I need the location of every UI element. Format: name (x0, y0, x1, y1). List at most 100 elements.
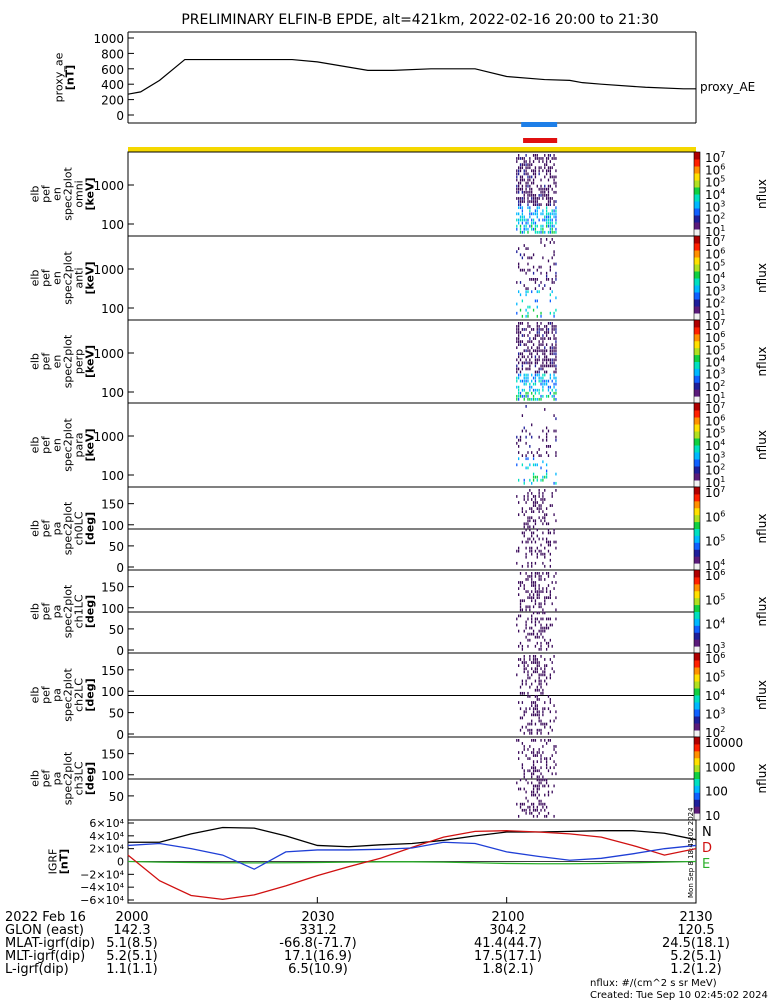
pa_ch2-pixel (544, 658, 546, 661)
pa_ch3-pixel (523, 802, 525, 806)
en_omni-pixel (555, 181, 557, 185)
pa_ch0-pixel (536, 555, 538, 559)
pa_ch1-pixel (519, 572, 522, 575)
en_perp-pixel (555, 364, 557, 368)
pa_ch2-pixel (542, 710, 544, 714)
en_omni-pixel (549, 154, 552, 157)
en_omni-pixel (555, 230, 557, 234)
en_anti-ylabel-line: [keV] (84, 261, 97, 294)
en_perp-pixel (532, 397, 535, 401)
pa_ch0-pixel (553, 531, 555, 535)
en_omni-pixel (536, 154, 538, 157)
pa_ch1-pixel (525, 605, 527, 609)
en_perp-pixel (523, 349, 525, 353)
en_perp-pixel (516, 394, 518, 398)
en_perp-pixel (529, 361, 531, 365)
en_omni-pixel (527, 200, 529, 203)
en_omni-pixel (523, 224, 525, 228)
pa_ch3-pixel (531, 793, 533, 797)
pa_ch1-pixel (540, 617, 542, 621)
igrf-ytick-label: 6×10⁴ (89, 817, 124, 830)
en_anti-pixel (527, 314, 529, 318)
en_omni-pixel (531, 194, 533, 197)
pa_ch3-pixel (521, 802, 524, 806)
pa_ch3-pixel (536, 775, 538, 779)
en_anti-pixel (521, 299, 524, 303)
pa_ch2-pixel (538, 661, 540, 664)
en_perp-pixel (516, 325, 518, 328)
pa_ch1-pixel (545, 587, 548, 590)
en_omni-colorbar-exponent: 5 (720, 175, 725, 184)
en_omni-pixel (521, 184, 524, 188)
en_perp-pixel (544, 355, 546, 359)
pa_ch3-pixel (555, 763, 557, 767)
en_perp-pixel (517, 367, 520, 371)
pa_ch3-ytick-label: 150 (101, 748, 124, 762)
pa_ch0-pixel (547, 531, 550, 535)
en_omni-pixel (536, 184, 538, 188)
pa_ch0-pixel (521, 531, 524, 535)
en_perp-pixel (553, 337, 555, 340)
pa_ch2-pixel (549, 701, 552, 704)
pa_ch3-pixel (523, 745, 525, 748)
en_omni-pixel (531, 227, 533, 231)
en_perp-pixel (519, 391, 522, 395)
en_anti-pixel (545, 271, 548, 275)
en_para-pixel (532, 454, 535, 457)
footer-row-value: 6.5(10.9) (288, 962, 348, 977)
pa_ch2-pixel (525, 725, 527, 729)
pa_ch0-colorbar-segment (694, 500, 700, 509)
pa_ch0-pixel (544, 552, 546, 556)
pa_ch3-ylabel-line: pa (51, 772, 64, 786)
pa_ch0-pixel (542, 537, 544, 541)
en_omni-pixel (532, 160, 535, 163)
pa_ch1-pixel (532, 629, 535, 633)
pa_ch1-pixel (531, 578, 533, 581)
pa_ch1-pixel (544, 611, 546, 615)
pa_ch3-pixel (540, 781, 542, 785)
pa_ch2-pixel (523, 655, 525, 658)
pa_ch1-ytick-label: 150 (101, 581, 124, 595)
pa_ch0-pixel (523, 525, 525, 529)
en_perp-pixel (529, 352, 531, 356)
pa_ch2-colorbar-label: nflux (755, 680, 769, 710)
en_omni-pixel (544, 230, 546, 234)
en_omni-pixel (523, 230, 525, 234)
pa_ch1-pixel (517, 614, 520, 618)
en_omni-pixel (549, 221, 552, 225)
en_anti-pixel (521, 314, 524, 318)
en_omni-pixel (547, 200, 550, 203)
pa_ch0-pixel (534, 519, 537, 523)
en_para-pixel (555, 454, 557, 457)
pa_ch1-pixel (531, 614, 533, 618)
pa_ch1-pixel (544, 599, 546, 603)
pa_ch3-pixel (538, 769, 540, 773)
pa_ch1-pixel (542, 572, 544, 575)
pa_ch3-pixel (542, 751, 544, 754)
pa_ch2-pixel (536, 728, 538, 732)
pa_ch1-ylabel-line: spec2plot (62, 584, 75, 638)
igrf-series-E (127, 860, 697, 865)
pa_ch0-pixel (527, 537, 529, 541)
pa_ch0-pixel (540, 549, 542, 553)
pa_ch0-pixel (536, 534, 538, 538)
en_perp-pixel (525, 376, 527, 380)
pa_ch0-pixel (516, 561, 518, 565)
pa_ch3-pixel (523, 787, 525, 791)
pa_ch0-pixel (540, 519, 542, 523)
pa_ch3-pixel (540, 757, 542, 760)
pa_ch2-pixel (538, 673, 540, 677)
en_omni-pixel (531, 181, 533, 185)
en_perp-pixel (517, 334, 520, 337)
en_omni-ylabel-line: spec2plot (62, 167, 75, 221)
pa_ch1-pixel (529, 596, 531, 600)
en_omni-pixel (531, 187, 533, 191)
en_perp-pixel (555, 346, 557, 350)
en_omni-pixel (536, 203, 538, 206)
pa_ch3-colorbar-segment (694, 743, 700, 752)
pa_ch0-pixel (536, 528, 538, 532)
en_omni-colorbar-segment (694, 208, 700, 216)
en_perp-pixel (553, 349, 555, 353)
